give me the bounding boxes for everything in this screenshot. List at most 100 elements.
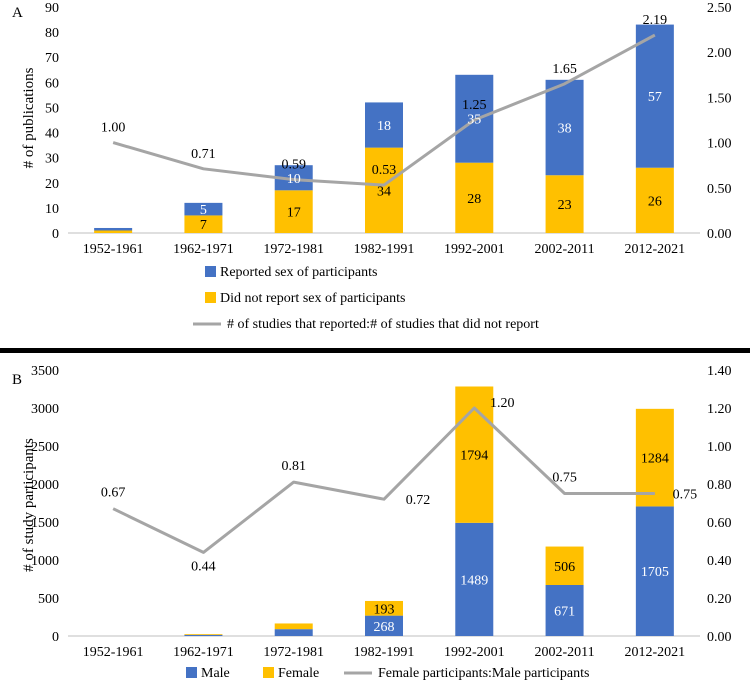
panel-b-chart: B # of study participants 268 193 1489 1794… xyxy=(12,364,732,681)
y2-tick-label: 0.20 xyxy=(707,592,732,607)
y2-tick-label: 1.00 xyxy=(707,440,732,455)
bar-data-label: 5 xyxy=(200,203,207,218)
y-tick-label: 2000 xyxy=(31,478,59,493)
legend-label: # of studies that reported:# of studies … xyxy=(227,317,539,332)
bar-did-not-report-sex-of-participants-1972-1981 xyxy=(274,190,313,233)
y2-tick-label: 2.00 xyxy=(707,46,732,61)
ratio-line-label: 0.53 xyxy=(372,163,397,178)
x-tick-label: 1982-1991 xyxy=(354,645,415,660)
x-tick-label: 1982-1991 xyxy=(354,242,415,257)
y-tick-label: 2500 xyxy=(31,440,59,455)
ratio-line-label: 0.59 xyxy=(281,158,306,173)
bar-data-label: 10 xyxy=(287,172,301,187)
panel-b-legend: Male Female Female participants:Male parti… xyxy=(186,666,589,681)
legend-swatch xyxy=(205,266,216,277)
y-tick-label: 0 xyxy=(52,227,59,242)
legend-label: Reported sex of participants xyxy=(220,265,377,280)
bar-data-label: 1705 xyxy=(641,565,669,580)
y2-tick-label: 0.00 xyxy=(707,227,732,242)
y2-tick-label: 0.60 xyxy=(707,516,732,531)
ratio-line-label: 1.20 xyxy=(490,396,515,411)
ratio-line-label: 0.75 xyxy=(673,488,698,503)
ratio-line xyxy=(112,33,656,187)
legend-label: Female participants:Male participants xyxy=(378,666,589,681)
y-tick-label: 70 xyxy=(45,51,59,66)
bar-did-not-report-sex-of-participants-2002-2011 xyxy=(545,175,584,233)
legend-label: Did not report sex of participants xyxy=(220,291,405,306)
bar-reported-sex-of-participants-2012-2021 xyxy=(635,24,674,168)
y-tick-label: 3500 xyxy=(31,364,59,379)
y2-tick-label: 0.80 xyxy=(707,478,732,493)
bar-female-1982-1991 xyxy=(365,600,403,616)
x-tick-label: 1952-1961 xyxy=(83,645,144,660)
bar-data-label: 506 xyxy=(554,560,575,575)
ratio-line xyxy=(112,406,655,554)
x-tick-label: 1972-1981 xyxy=(263,645,324,660)
bar-data-label: 1284 xyxy=(641,452,669,467)
bar-male-2002-2011 xyxy=(545,585,584,636)
y-tick-label: 10 xyxy=(45,202,59,217)
bar-did-not-report-sex-of-participants-2012-2021 xyxy=(635,167,674,233)
bar-male-1972-1981 xyxy=(274,629,313,636)
bar-reported-sex-of-participants-1952-1961 xyxy=(94,227,133,231)
panel-b-letter: B xyxy=(12,372,22,388)
bar-female-2012-2021 xyxy=(635,408,674,507)
ratio-line-label: 1.25 xyxy=(462,98,487,113)
legend-swatch xyxy=(263,667,274,678)
ratio-line-label: 0.72 xyxy=(406,493,431,508)
bar-female-1962-1971 xyxy=(184,634,223,635)
bar-female-1972-1981 xyxy=(274,623,313,630)
y2-tick-label: 0.50 xyxy=(707,182,732,197)
ratio-line-label: 0.81 xyxy=(281,459,306,474)
ratio-line-label: 0.44 xyxy=(191,559,216,574)
bar-male-1962-1971 xyxy=(184,634,223,636)
bar-data-label: 38 xyxy=(558,122,572,137)
ratio-line-label: 0.71 xyxy=(191,147,216,162)
x-tick-label: 1992-2001 xyxy=(444,645,505,660)
ratio-line-label: 1.00 xyxy=(101,121,126,136)
y2-tick-label: 1.50 xyxy=(707,91,732,106)
y-tick-label: 30 xyxy=(45,152,59,167)
bar-female-2002-2011 xyxy=(545,546,584,586)
panel-a-legend: Reported sex of participants Did not repo… xyxy=(193,265,539,332)
y2-tick-label: 1.20 xyxy=(707,402,732,417)
panel-a-letter: A xyxy=(12,5,23,21)
bar-data-label: 1489 xyxy=(460,573,488,588)
bar-did-not-report-sex-of-participants-1962-1971 xyxy=(184,215,223,233)
x-tick-label: 1962-1971 xyxy=(173,242,234,257)
x-tick-label: 2012-2021 xyxy=(625,645,686,660)
legend-swatch xyxy=(186,667,197,678)
panel-b-ylabel: # of study participants xyxy=(21,438,37,572)
y-tick-label: 1500 xyxy=(31,516,59,531)
bar-data-label: 17 xyxy=(287,206,301,221)
bar-did-not-report-sex-of-participants-1952-1961 xyxy=(94,230,133,233)
panel-divider xyxy=(0,348,750,353)
x-tick-label: 1992-2001 xyxy=(444,242,505,257)
bar-data-label: 28 xyxy=(467,192,481,207)
ratio-line-label: 1.65 xyxy=(552,62,577,77)
y2-tick-label: 1.00 xyxy=(707,137,732,152)
y-tick-label: 1000 xyxy=(31,554,59,569)
bar-reported-sex-of-participants-1962-1971 xyxy=(184,202,223,216)
y2-tick-label: 1.40 xyxy=(707,364,732,379)
bar-data-label: 18 xyxy=(377,119,391,134)
y-tick-label: 0 xyxy=(52,630,59,645)
bar-reported-sex-of-participants-1982-1991 xyxy=(365,102,403,148)
bar-data-label: 1794 xyxy=(460,449,488,464)
y-tick-label: 40 xyxy=(45,127,59,142)
bar-male-2012-2021 xyxy=(635,506,674,636)
x-tick-label: 1972-1981 xyxy=(263,242,324,257)
y-tick-label: 20 xyxy=(45,177,59,192)
ratio-line-label: 0.75 xyxy=(552,471,577,486)
y-tick-label: 80 xyxy=(45,26,59,41)
bar-data-label: 193 xyxy=(374,602,395,617)
bar-did-not-report-sex-of-participants-1992-2001 xyxy=(455,162,494,233)
y-tick-label: 90 xyxy=(45,1,59,16)
legend-swatch xyxy=(205,292,216,303)
bar-data-label: 34 xyxy=(377,184,391,199)
y-tick-label: 500 xyxy=(38,592,59,607)
bar-data-label: 35 xyxy=(467,113,481,128)
bar-data-label: 23 xyxy=(558,198,572,213)
ratio-line-label: 2.19 xyxy=(643,13,668,28)
